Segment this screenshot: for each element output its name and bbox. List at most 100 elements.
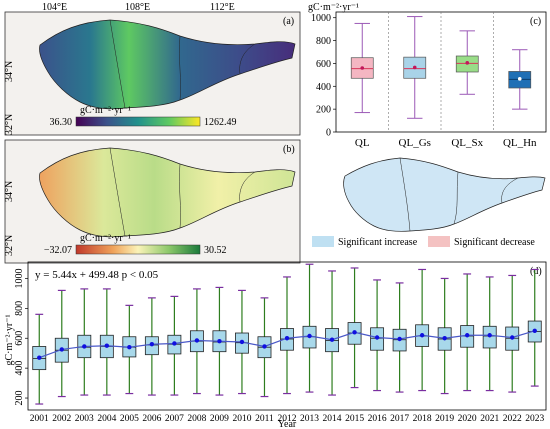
- panel-d-mean-dot: [37, 355, 42, 360]
- lon-tick-3: 112°E: [210, 2, 235, 13]
- panel-d-mean-dot: [307, 333, 312, 339]
- panel-d-xtick-label: 2016: [368, 414, 387, 424]
- colorbar-a: [75, 116, 201, 127]
- panel-d-xtick-label: 2019: [435, 414, 454, 424]
- colorbar-b-title: gC·m⁻²·yr⁻¹: [80, 233, 131, 244]
- panel-b-label: (b): [283, 144, 295, 155]
- lon-tick-2: 108°E: [125, 2, 150, 13]
- study-area-map: [39, 19, 296, 110]
- panel-d-mean-dot: [149, 342, 155, 347]
- panel-c-ytick-label: 200: [316, 105, 331, 116]
- panel-d-ytick-label: 800: [14, 301, 25, 316]
- panel-d-mean-dot: [262, 344, 267, 349]
- panel-d-mean-dot: [487, 333, 492, 338]
- legend-decrease-label: Significant decrease: [454, 237, 535, 248]
- lon-tick-1: 104°E: [42, 2, 67, 13]
- lat-tick-32n-b: 32°N: [4, 235, 15, 256]
- panel-c-ytick-label: 1000: [311, 13, 331, 24]
- panel-d-mean-dot: [397, 336, 402, 342]
- panel-a: 104°E 108°E 112°E 34°N 32°N (a) gC·m⁻²·y…: [4, 2, 301, 136]
- panel-d-xtick-label: 2011: [255, 414, 274, 424]
- panel-d-mean-dot: [59, 347, 64, 352]
- panel-d-frame: [27, 261, 547, 411]
- panel-d-mean-dot: [442, 336, 447, 341]
- panel-d-mean-dot: [419, 333, 425, 338]
- panel-c-mean-dot: [517, 77, 522, 81]
- panel-d-xtick-label: 2013: [300, 414, 319, 424]
- legend-decrease-swatch: [428, 236, 450, 247]
- panel-d-xtick-label: 2007: [165, 414, 184, 424]
- panel-d-mean-dot: [239, 339, 245, 345]
- legend-increase-swatch: [312, 236, 334, 247]
- colorbar-b-max: 30.52: [204, 245, 227, 256]
- panel-d-xtick-label: 2018: [413, 414, 432, 424]
- panel-d-xtick-label: 2005: [120, 414, 139, 424]
- colorbar-a-title: gC·m⁻²·yr⁻¹: [80, 105, 131, 116]
- panel-d-mean-dot: [510, 335, 515, 340]
- panel-d-xtick-label: 2022: [503, 414, 522, 424]
- lat-tick-34n-b: 34°N: [4, 181, 15, 202]
- panel-c-mean-dot: [360, 66, 365, 70]
- panel-d-xlabel: Year: [278, 419, 297, 429]
- panel-d-equation: y = 5.44x + 499.48 p < 0.05: [35, 269, 159, 281]
- panel-c-mean-dot: [465, 61, 470, 65]
- panel-c-ytick-label: 600: [316, 59, 331, 70]
- panel-c-ytick-label: 400: [316, 82, 331, 93]
- panel-d-mean-dot: [464, 333, 470, 338]
- panel-d-xtick-label: 2014: [323, 414, 342, 424]
- panel-d-ytick-label: 600: [14, 331, 25, 346]
- panel-d: y = 5.44x + 499.48 p < 0.05 (d) gC·m⁻²·y…: [4, 261, 547, 429]
- panel-c-ytick-label: 800: [316, 36, 331, 47]
- panel-d-mean-dot: [217, 339, 222, 344]
- panel-d-mean-dot: [284, 336, 290, 341]
- lat-tick-34n: 34°N: [4, 61, 15, 82]
- panel-c-label: (c): [530, 16, 541, 27]
- panel-d-ytick-label: 1000: [14, 268, 25, 288]
- province-boundaries-c: [399, 157, 519, 232]
- significance-map-panel: Significant increase Significant decreas…: [312, 157, 546, 248]
- panel-d-xtick-label: 2023: [525, 414, 544, 424]
- panel-d-xtick-label: 2012: [278, 414, 297, 424]
- panel-d-xtick-label: 2004: [97, 414, 116, 424]
- panel-d-xtick-label: 2015: [345, 414, 364, 424]
- province-boundaries: [109, 19, 256, 109]
- panel-d-ytick-label: 200: [14, 391, 25, 406]
- panel-c-ylabel: gC·m⁻²·yr⁻¹: [308, 2, 359, 13]
- panel-d-mean-dot: [127, 345, 132, 350]
- panel-c-xtick-label: QL_Sx: [451, 137, 483, 149]
- colorbar-a-max: 1262.49: [204, 117, 237, 128]
- province-boundaries-b: [109, 147, 256, 237]
- panel-c-xtick-label: QL: [355, 137, 370, 149]
- panel-d-xtick-label: 2010: [232, 414, 251, 424]
- lat-tick-32n: 32°N: [4, 114, 15, 135]
- colorbar-b: [75, 244, 201, 255]
- significance-map: [343, 157, 546, 232]
- panel-d-mean-dot: [352, 330, 357, 335]
- panel-d-xtick-label: 2021: [480, 414, 499, 424]
- panel-c-xtick-label: QL_Gs: [399, 137, 431, 149]
- panel-a-label: (a): [283, 16, 294, 27]
- panel-d-mean-dot: [82, 344, 87, 349]
- panel-c-xtick-label: QL_Hn: [503, 137, 537, 149]
- panel-d-xtick-label: 2006: [142, 414, 161, 424]
- panel-d-label: (d): [530, 266, 542, 277]
- colorbar-a-min: 36.30: [50, 117, 73, 128]
- panel-d-xtick-label: 2017: [390, 414, 409, 424]
- panel-d-xtick-label: 2008: [187, 414, 206, 424]
- panel-d-xtick-label: 2001: [30, 414, 49, 424]
- panel-d-xtick-label: 2009: [210, 414, 229, 424]
- panel-b: 34°N 32°N (b) gC·m⁻²·yr⁻¹ −32.07 30.52: [4, 139, 301, 264]
- panel-d-ytick-label: 400: [14, 361, 25, 376]
- legend-increase-label: Significant increase: [338, 237, 418, 248]
- panel-d-xtick-label: 2020: [458, 414, 477, 424]
- panel-d-xtick-label: 2002: [52, 414, 71, 424]
- panel-d-mean-dot: [104, 343, 110, 348]
- trend-map: [39, 147, 296, 238]
- panel-c-mean-dot: [412, 65, 417, 70]
- panel-c-ytick-label: 0: [326, 128, 331, 139]
- panel-d-xtick-label: 2003: [75, 414, 94, 424]
- colorbar-b-min: −32.07: [44, 245, 72, 256]
- panel-d-ylabel: gC·m⁻²·yr⁻¹: [4, 315, 15, 366]
- panel-d-mean-dot: [532, 328, 537, 333]
